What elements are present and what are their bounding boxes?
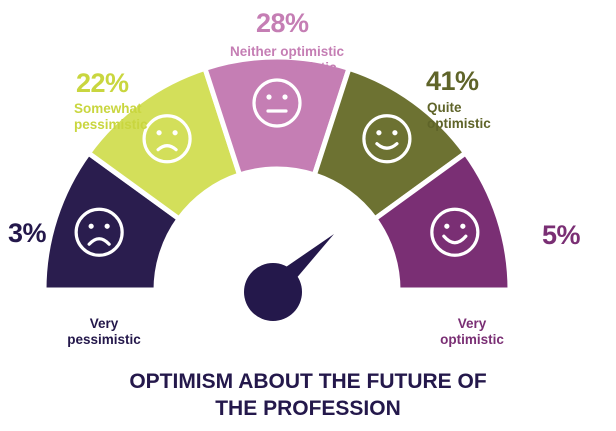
label-quite-optimistic-line1: Quite xyxy=(427,100,462,115)
face-eye-right xyxy=(392,130,398,136)
label-neutral-line1: Neither optimistic xyxy=(229,44,345,59)
label-very-pessimistic: Very pessimistic xyxy=(64,316,144,348)
face-happy-icon xyxy=(430,207,480,257)
label-neutral-line2: nor pessimistic xyxy=(237,60,337,75)
chart-title-line2: THE PROFESSION xyxy=(215,397,401,420)
pct-neutral: 28% xyxy=(256,8,309,38)
label-somewhat-pessimistic-line2: pessimistic xyxy=(74,117,148,132)
label-very-optimistic: Very optimistic xyxy=(432,316,512,348)
pct-very-pessimistic: 3% xyxy=(8,218,47,248)
pct-quite-optimistic: 41% xyxy=(426,66,479,96)
face-smile-icon xyxy=(362,114,412,164)
label-quite-optimistic-line2: optimistic xyxy=(427,116,491,131)
face-sad-icon xyxy=(142,114,192,164)
needle-hub xyxy=(244,263,302,321)
pct-somewhat-pessimistic: 22% xyxy=(76,68,129,98)
face-eye-right xyxy=(460,223,466,229)
label-very-optimistic-line2: optimistic xyxy=(440,332,504,347)
segment-very-optimistic xyxy=(371,149,513,293)
label-somewhat-pessimistic-line1: Somewhat xyxy=(74,101,142,116)
label-very-pessimistic-line2: pessimistic xyxy=(67,332,141,347)
face-mouth xyxy=(87,237,111,246)
face-eye-right xyxy=(104,223,110,229)
label-very-optimistic-line1: Very xyxy=(457,316,487,331)
face-eye-left xyxy=(444,223,450,229)
face-eye-left xyxy=(266,94,272,100)
label-neutral: Neither optimistic nor pessimistic xyxy=(212,44,362,76)
face-eye-left xyxy=(156,130,162,136)
face-eye-left xyxy=(88,223,94,229)
face-neutral-icon xyxy=(252,78,302,128)
face-mouth xyxy=(375,142,399,150)
chart-title: OPTIMISM ABOUT THE FUTURE OF THE PROFESS… xyxy=(0,368,616,422)
gauge-segments xyxy=(41,54,513,293)
face-eye-right xyxy=(172,130,178,136)
label-somewhat-pessimistic: Somewhat pessimistic xyxy=(74,101,148,133)
gauge-needle xyxy=(244,234,334,321)
label-very-pessimistic-line1: Very xyxy=(89,316,119,331)
face-outline xyxy=(74,207,124,257)
face-outline xyxy=(430,207,480,257)
pct-very-optimistic: 5% xyxy=(542,220,581,250)
face-mouth xyxy=(442,234,468,245)
face-mouth xyxy=(156,144,178,152)
chart-title-line1: OPTIMISM ABOUT THE FUTURE OF xyxy=(129,370,487,393)
face-outline xyxy=(362,114,412,164)
face-outline xyxy=(142,114,192,164)
face-eye-left xyxy=(376,130,382,136)
face-eye-right xyxy=(282,94,288,100)
face-outline xyxy=(252,78,302,128)
label-quite-optimistic: Quite optimistic xyxy=(427,100,491,132)
face-very-sad-icon xyxy=(74,207,124,257)
